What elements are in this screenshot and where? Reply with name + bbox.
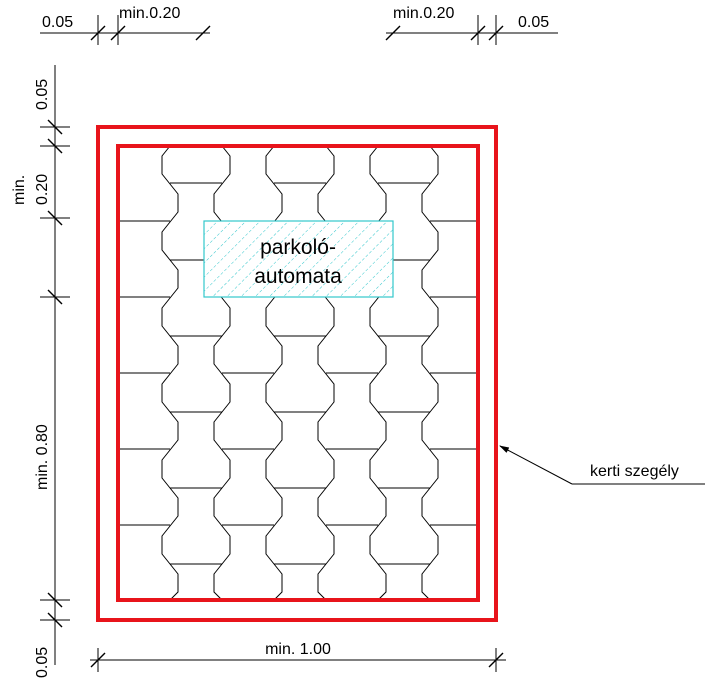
paver-grid xyxy=(118,145,478,601)
left-min-prefix: min. xyxy=(11,175,28,205)
top-right-dimension: min.0.20 0.05 xyxy=(385,5,558,45)
edge-callout: kerti szegély xyxy=(499,445,705,485)
bottom-dimension: min. 1.00 xyxy=(90,641,506,672)
left-min-dim: 0.20 xyxy=(34,174,51,205)
bottom-width-dim: min. 1.00 xyxy=(265,641,331,658)
outer-edge-frame xyxy=(96,125,498,622)
top-left-outer-dim: 0.05 xyxy=(42,14,73,31)
parking-machine-label-line1: parkoló- xyxy=(260,236,336,259)
left-bottom-outer-dim: 0.05 xyxy=(34,647,51,678)
parking-machine-hatch xyxy=(204,221,393,297)
paver-block-edge xyxy=(421,145,439,601)
top-left-dimension: 0.05 min.0.20 xyxy=(40,5,211,45)
top-right-outer-dim: 0.05 xyxy=(518,14,549,31)
paver-block-edge xyxy=(161,145,179,601)
inner-edge-frame xyxy=(116,144,480,602)
left-dimension: 0.05 min. 0.20 min. 0.80 0.05 xyxy=(11,65,70,678)
edge-callout-label: kerti szegély xyxy=(590,463,679,480)
left-long-dim: min. 0.80 xyxy=(34,424,51,490)
left-top-outer-dim: 0.05 xyxy=(34,79,51,110)
top-left-min-dim: min.0.20 xyxy=(119,5,180,22)
parking-machine-label-line2: automata xyxy=(254,265,342,288)
top-right-min-dim: min.0.20 xyxy=(393,5,454,22)
